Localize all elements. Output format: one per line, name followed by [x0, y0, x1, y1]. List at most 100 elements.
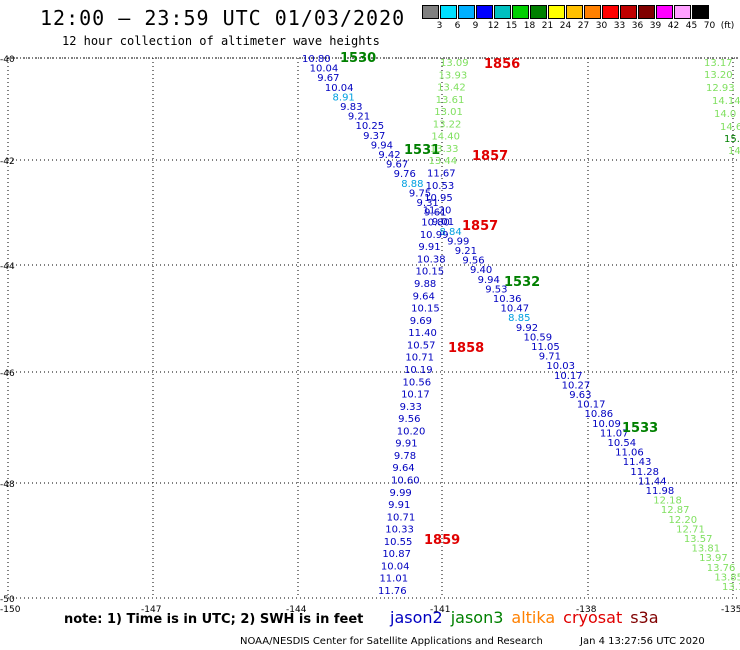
colorbar-label: 15 [505, 21, 518, 31]
wave-height-value: 13.61 [436, 95, 465, 106]
wave-height-value: 13.17 [704, 58, 733, 69]
wave-height-value: 11.20 [423, 205, 452, 216]
wave-height-value: 13.22 [433, 119, 462, 130]
pass-time-label: 1857 [462, 219, 498, 234]
wave-height-value: 10.60 [391, 475, 420, 486]
colorbar-swatch [674, 5, 691, 19]
wave-height-value: 13.76 [707, 563, 736, 574]
lat-label: -42 [0, 157, 15, 167]
wave-height-value: 10.04 [310, 64, 339, 75]
satellite-legend: jason2 jason3 altika cryosat s3a [390, 608, 667, 627]
wave-height-value: 9.56 [462, 256, 484, 267]
map-subtitle: 12 hour collection of altimeter wave hei… [62, 34, 380, 48]
colorbar-swatch [566, 5, 583, 19]
wave-height-value: 9.64 [413, 291, 435, 302]
colorbar-label: 27 [577, 21, 590, 31]
wave-height-value: 9.94 [478, 275, 500, 286]
pass-time-label: 1858 [448, 341, 484, 356]
wave-height-value: 9.91 [418, 242, 440, 253]
colorbar-label: 39 [649, 21, 662, 31]
lat-label: -40 [0, 55, 15, 65]
wave-height-value: 9.69 [410, 316, 432, 327]
wave-height-value: 10.53 [426, 181, 455, 192]
pass-time-label: 1856 [484, 57, 520, 72]
wave-height-value: 13.57 [684, 534, 713, 545]
wave-height-value: 13.44 [428, 156, 457, 167]
wave-height-value: 9.61 [424, 208, 446, 219]
wave-height-value: 10.54 [607, 438, 636, 449]
wave-height-value: 9.76 [394, 169, 416, 180]
wave-height-value: 12.18 [653, 496, 682, 507]
wave-height-value: 10.71 [405, 353, 434, 364]
wave-height-value: 9.56 [398, 414, 420, 425]
wave-height-value: 9.71 [539, 352, 561, 363]
satellite-s3a: s3a [630, 608, 659, 627]
lon-label: -147 [141, 605, 161, 615]
wave-height-value: 13.97 [699, 553, 728, 564]
colorbar-swatch [440, 5, 457, 19]
wave-height-value: 10.99 [420, 230, 449, 241]
wave-height-value: 9.31 [417, 198, 439, 209]
colorbar-swatch [458, 5, 475, 19]
colorbar-swatch [620, 5, 637, 19]
colorbar-label: 18 [523, 21, 536, 31]
wave-height-value: 9.21 [455, 246, 477, 257]
wave-height-value: 15. [724, 134, 740, 145]
wave-height-value: 10.56 [403, 377, 432, 388]
pass-time-label: 1859 [424, 533, 460, 548]
wave-height-value: 8.85 [508, 313, 530, 324]
wave-height-value: 11.28 [630, 467, 659, 478]
pass-time-label: 1530 [340, 51, 376, 66]
wave-height-value: 12.87 [661, 505, 690, 516]
wave-height-value: 8.88 [401, 179, 423, 190]
colorbar-label: (ft) [720, 21, 735, 31]
wave-height-value: 9.67 [386, 160, 408, 171]
pass-time-label: 1532 [504, 275, 540, 290]
satellite-altika: altika [511, 608, 556, 627]
colorbar-swatch [530, 5, 547, 19]
wave-height-value: 9.92 [516, 323, 538, 334]
wave-height-value: 11.67 [427, 169, 456, 180]
colorbar-label: 21 [541, 21, 554, 31]
wave-height-value: 14.40 [431, 132, 460, 143]
wave-height-value: 9.37 [363, 131, 385, 142]
wave-height-value: 9.91 [388, 500, 410, 511]
wave-height-value: 10.80 [302, 54, 331, 65]
colorbar-label: 3 [436, 21, 443, 31]
wave-height-value: 10.19 [404, 365, 433, 376]
colorbar-label: 45 [685, 21, 698, 31]
wave-height-value: 13.33 [430, 144, 459, 155]
colorbar-label: 42 [667, 21, 680, 31]
wave-height-value: 10.57 [407, 340, 436, 351]
colorbar-label: 12 [487, 21, 500, 31]
lat-label: -48 [0, 480, 15, 490]
wave-height-value: 11.76 [378, 586, 407, 597]
wave-height-value: 14.14 [712, 96, 740, 107]
wave-height-value: 9.40 [470, 265, 492, 276]
wave-height-value: 8.91 [333, 92, 355, 103]
lat-label: -50 [0, 595, 15, 605]
wave-height-value: 14 [728, 146, 740, 157]
wave-height-value: 10.27 [562, 380, 591, 391]
pass-time-label: 1857 [472, 149, 508, 164]
colorbar-swatch [656, 5, 673, 19]
wave-height-value: 10.20 [397, 426, 426, 437]
wave-height-value: 10.86 [585, 409, 614, 420]
wave-height-value: 11.01 [379, 574, 408, 585]
wave-height-value: 12.93 [706, 83, 735, 94]
wave-height-value: 13.85 [714, 572, 740, 583]
footer-note: note: 1) Time is in UTC; 2) SWH is in fe… [64, 612, 364, 627]
colorbar-swatch [512, 5, 529, 19]
map-title: 12:00 — 23:59 UTC 01/03/2020 [40, 6, 406, 30]
satellite-jason2: jason2 [390, 608, 443, 627]
lon-label: -141 [430, 605, 450, 615]
wave-height-value: 11.40 [408, 328, 437, 339]
wave-height-value: 11.05 [531, 342, 560, 353]
wave-height-value: 9.83 [340, 102, 362, 113]
colorbar-swatch [638, 5, 655, 19]
colorbar-swatch [548, 5, 565, 19]
wave-height-value: 9.91 [395, 439, 417, 450]
colorbar-swatch [422, 5, 439, 19]
colorbar-label: 70 [703, 21, 716, 31]
